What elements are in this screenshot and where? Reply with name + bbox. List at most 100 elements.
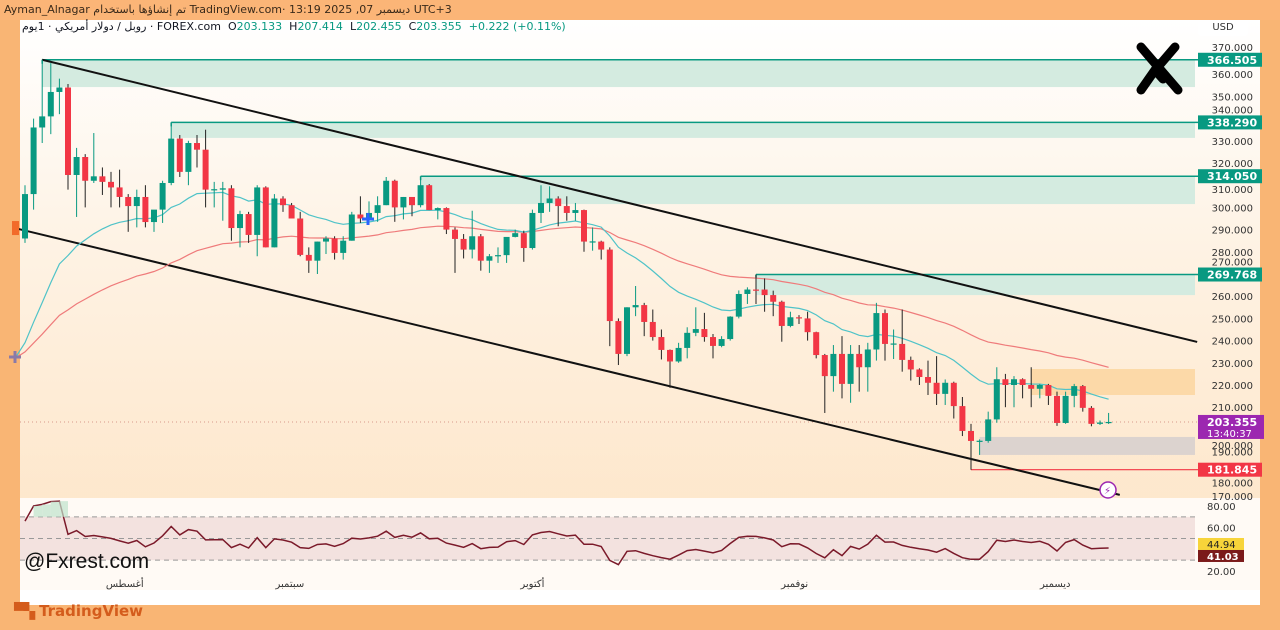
candle-body[interactable] xyxy=(1011,379,1017,385)
candle-body[interactable] xyxy=(495,255,501,257)
candle-body[interactable] xyxy=(374,205,381,213)
candle-body[interactable] xyxy=(598,241,605,250)
candle-body[interactable] xyxy=(993,379,1000,420)
candle-body[interactable] xyxy=(1036,385,1043,389)
candle-body[interactable] xyxy=(288,205,295,219)
candle-body[interactable] xyxy=(254,187,261,235)
candle-body[interactable] xyxy=(116,187,123,197)
candle-body[interactable] xyxy=(1045,385,1052,396)
candle-body[interactable] xyxy=(202,149,209,190)
candle-body[interactable] xyxy=(383,180,390,206)
candle-body[interactable] xyxy=(778,301,785,326)
candle-body[interactable] xyxy=(675,347,682,362)
candle-body[interactable] xyxy=(624,307,630,354)
candle-body[interactable] xyxy=(151,209,157,223)
candle-body[interactable] xyxy=(348,214,355,241)
candle-body[interactable] xyxy=(125,196,132,207)
candle-body[interactable] xyxy=(710,337,716,346)
zone-rectangle[interactable] xyxy=(979,436,1195,455)
candle-body[interactable] xyxy=(271,198,278,248)
currency-button[interactable]: USD xyxy=(1198,20,1248,36)
candle-body[interactable] xyxy=(804,318,811,333)
candle-body[interactable] xyxy=(796,317,802,319)
candle-body[interactable] xyxy=(847,353,854,384)
candle-body[interactable] xyxy=(211,189,218,191)
candle-body[interactable] xyxy=(744,289,751,294)
candle-body[interactable] xyxy=(572,210,579,213)
candle-body[interactable] xyxy=(942,382,949,394)
candle-body[interactable] xyxy=(56,87,63,92)
candle-body[interactable] xyxy=(159,182,166,210)
candle-body[interactable] xyxy=(417,185,424,206)
candle-body[interactable] xyxy=(641,305,648,322)
candle-body[interactable] xyxy=(323,238,329,242)
candle-body[interactable] xyxy=(219,188,226,190)
channel-lower-line[interactable] xyxy=(14,227,1121,496)
candle-body[interactable] xyxy=(753,289,759,291)
candle-body[interactable] xyxy=(108,181,114,188)
lightning-icon[interactable] xyxy=(1099,481,1117,499)
candle-body[interactable] xyxy=(47,91,54,117)
candle-body[interactable] xyxy=(1028,385,1035,389)
candle-body[interactable] xyxy=(477,236,484,261)
candle-body[interactable] xyxy=(589,241,596,243)
candle-body[interactable] xyxy=(684,332,691,348)
candle-body[interactable] xyxy=(185,143,192,172)
candle-body[interactable] xyxy=(839,353,845,384)
candle-body[interactable] xyxy=(262,187,269,248)
candle-body[interactable] xyxy=(821,355,828,377)
candle-body[interactable] xyxy=(1079,386,1086,408)
candle-body[interactable] xyxy=(426,185,433,211)
candle-body[interactable] xyxy=(830,353,837,377)
candle-body[interactable] xyxy=(985,419,992,441)
candle-body[interactable] xyxy=(882,313,888,344)
candle-body[interactable] xyxy=(546,198,553,203)
candle-body[interactable] xyxy=(297,218,304,255)
candle-body[interactable] xyxy=(400,196,407,208)
candle-body[interactable] xyxy=(873,313,880,350)
candle-body[interactable] xyxy=(555,198,562,207)
candle-body[interactable] xyxy=(959,406,966,431)
candle-body[interactable] xyxy=(606,249,613,322)
candle-body[interactable] xyxy=(39,116,46,128)
zone-rectangle[interactable] xyxy=(756,274,1195,296)
candle-body[interactable] xyxy=(1071,386,1078,396)
candle-body[interactable] xyxy=(770,295,777,302)
candle-body[interactable] xyxy=(581,210,587,242)
zone-rectangle[interactable] xyxy=(1031,369,1195,395)
candle-body[interactable] xyxy=(890,343,897,345)
candle-body[interactable] xyxy=(658,337,665,350)
candle-body[interactable] xyxy=(615,321,622,354)
candle-body[interactable] xyxy=(907,359,914,370)
candle-body[interactable] xyxy=(1062,395,1069,423)
candle-body[interactable] xyxy=(787,317,794,326)
candle-body[interactable] xyxy=(632,305,639,308)
candle-body[interactable] xyxy=(443,208,450,230)
candle-body[interactable] xyxy=(228,188,235,229)
candle-body[interactable] xyxy=(735,293,742,317)
candle-body[interactable] xyxy=(933,382,940,394)
candle-body[interactable] xyxy=(1097,422,1103,424)
candle-body[interactable] xyxy=(925,377,931,383)
candle-body[interactable] xyxy=(460,238,467,250)
candle-body[interactable] xyxy=(142,196,149,223)
candle-body[interactable] xyxy=(65,87,71,175)
candle-body[interactable] xyxy=(950,382,957,407)
candle-body[interactable] xyxy=(856,353,863,368)
candle-body[interactable] xyxy=(692,329,699,333)
candle-body[interactable] xyxy=(701,329,708,338)
candle-body[interactable] xyxy=(90,176,97,181)
candle-body[interactable] xyxy=(1002,379,1009,385)
candle-body[interactable] xyxy=(667,349,673,362)
candle-body[interactable] xyxy=(82,157,89,181)
candle-body[interactable] xyxy=(194,143,200,150)
candle-body[interactable] xyxy=(99,176,106,182)
candle-body[interactable] xyxy=(357,214,364,219)
candle-body[interactable] xyxy=(176,138,183,172)
candle-body[interactable] xyxy=(529,212,536,249)
candle-body[interactable] xyxy=(22,194,28,239)
candle-body[interactable] xyxy=(649,321,656,338)
candle-body[interactable] xyxy=(314,241,321,261)
candle-body[interactable] xyxy=(1054,395,1060,423)
candle-body[interactable] xyxy=(761,289,768,296)
